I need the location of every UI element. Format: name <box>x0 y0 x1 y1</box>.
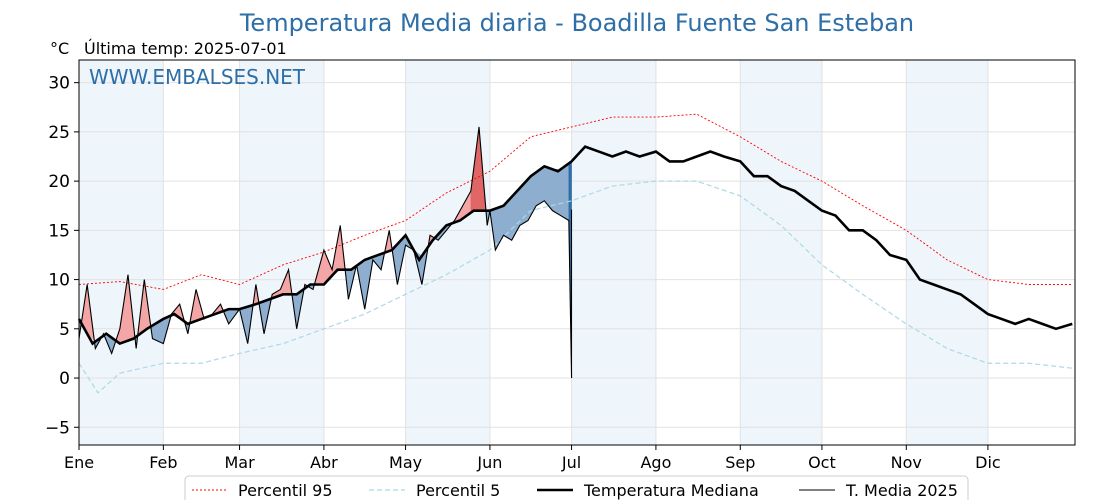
y-tick-label: 15 <box>48 221 70 241</box>
x-tick-label: Jul <box>561 453 581 472</box>
x-tick-label: Jun <box>476 453 502 472</box>
x-tick-label: Dic <box>975 453 1001 472</box>
below-median-fill <box>561 163 569 220</box>
below-median-fill <box>553 169 561 215</box>
month-band <box>740 60 822 445</box>
y-axis-unit-label: °C <box>50 39 69 58</box>
watermark-text: WWW.EMBALSES.NET <box>89 65 306 89</box>
y-tick-label: 20 <box>48 172 70 192</box>
month-band <box>572 60 656 445</box>
y-tick-label: 5 <box>59 320 70 340</box>
x-tick-label: Abr <box>310 453 338 472</box>
x-tick-label: Nov <box>891 453 922 472</box>
x-tick-label: Feb <box>149 453 177 472</box>
legend-label: Temperatura Mediana <box>583 481 759 500</box>
month-band <box>240 60 324 445</box>
y-tick-label: 10 <box>48 271 70 291</box>
plot-area: −5 0 5 10 15 20 25 30 Ene Feb Mar Abr May Jun Jul Ago Se… <box>45 60 1075 472</box>
x-tick-label: May <box>389 453 422 472</box>
x-tick-label: Ene <box>64 453 94 472</box>
below-median-fill <box>544 166 552 210</box>
month-band <box>406 60 490 445</box>
last-temperature-note: Última temp: 2025-07-01 <box>84 39 287 58</box>
x-tick-label: Oct <box>808 453 836 472</box>
month-band <box>906 60 988 445</box>
y-tick-label: 30 <box>48 74 70 94</box>
x-tick-label: Mar <box>224 453 255 472</box>
month-band <box>79 60 163 445</box>
y-tick-label: −5 <box>45 418 70 438</box>
legend-label: T. Media 2025 <box>845 481 958 500</box>
x-tick-label: Sep <box>725 453 755 472</box>
chart-title: Temperatura Media diaria - Boadilla Fuen… <box>239 9 914 37</box>
chart-legend: Percentil 95 Percentil 5 Temperatura Media… <box>185 476 968 500</box>
legend-label: Percentil 95 <box>238 481 333 500</box>
legend-label: Percentil 5 <box>416 481 500 500</box>
y-tick-label: 25 <box>48 123 70 143</box>
y-tick-label: 0 <box>59 369 70 389</box>
x-tick-label: Ago <box>640 453 671 472</box>
